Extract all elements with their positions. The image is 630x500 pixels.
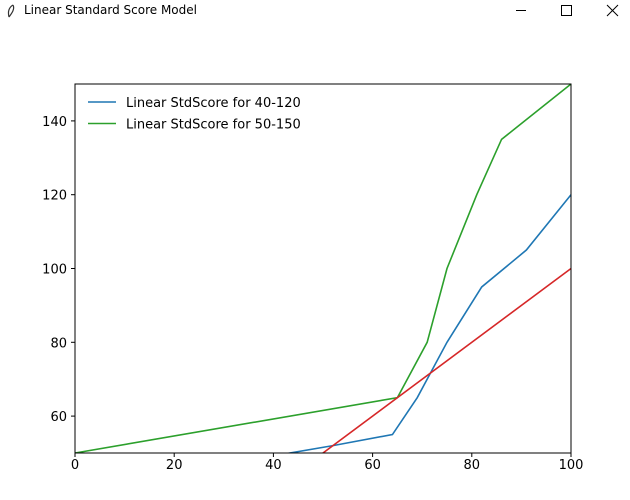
x-tick-label: 100 xyxy=(559,458,584,473)
window-title: Linear Standard Score Model xyxy=(24,3,197,17)
y-tick-label: 120 xyxy=(42,189,67,204)
x-tick-label: 0 xyxy=(71,458,79,473)
y-tick-label: 100 xyxy=(42,263,67,278)
line-series xyxy=(75,84,571,453)
maximize-button[interactable] xyxy=(544,0,590,22)
title-bar: Linear Standard Score Model xyxy=(0,0,630,22)
x-tick-label: 80 xyxy=(464,458,481,473)
legend-label: Linear StdScore for 50-150 xyxy=(126,118,301,133)
line-series xyxy=(285,194,571,453)
close-button[interactable] xyxy=(590,0,630,22)
chart: 0 20 40 60 80 100 60 80 100 120 140 Linear StdScore… xyxy=(42,83,584,473)
app-icon xyxy=(7,4,15,18)
y-tick-label: 80 xyxy=(50,336,67,351)
minimize-button[interactable] xyxy=(498,0,544,22)
x-tick-label: 40 xyxy=(265,458,282,473)
y-tick-label: 140 xyxy=(42,115,67,130)
x-tick-label: 20 xyxy=(166,458,183,473)
plot-frame xyxy=(74,83,572,454)
line-series xyxy=(321,267,571,453)
plot-lines xyxy=(75,84,571,453)
legend-label: Linear StdScore for 40-120 xyxy=(126,96,301,111)
y-tick-label: 60 xyxy=(50,410,67,425)
x-tick-label: 60 xyxy=(364,458,381,473)
